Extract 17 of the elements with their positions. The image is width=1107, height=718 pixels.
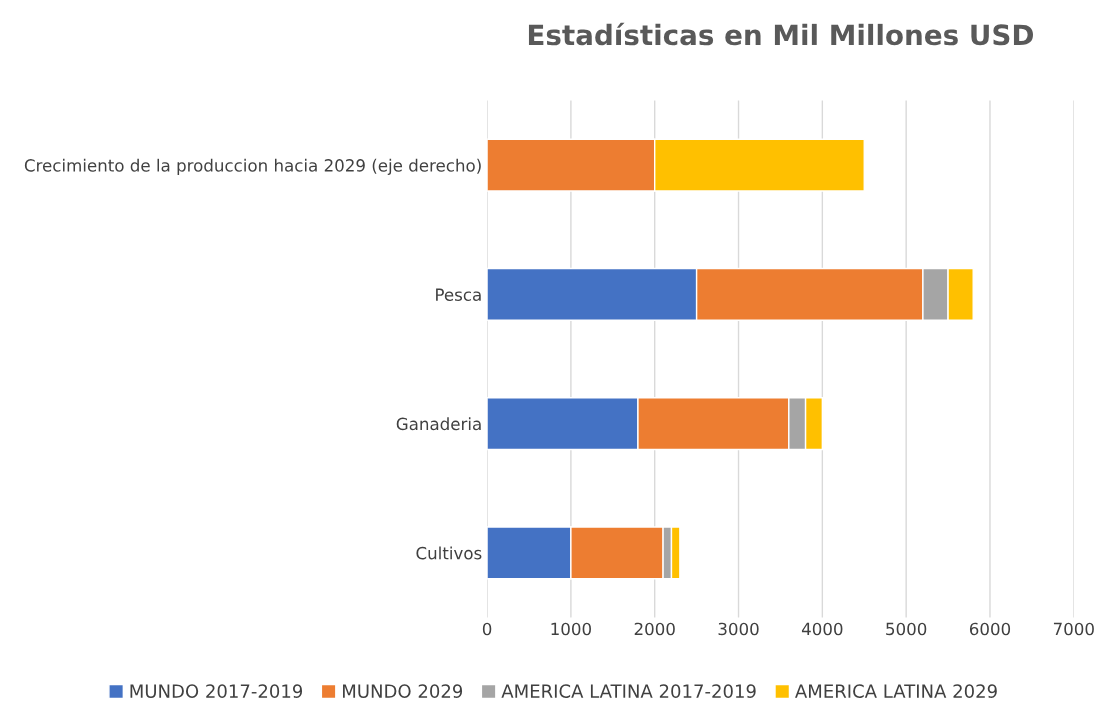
legend-label: AMERICA LATINA 2029	[795, 684, 997, 698]
chart-title: Estadísticas en Mil Millones USD	[528, 22, 1034, 46]
y-tick-label: Ganaderia	[396, 417, 481, 431]
y-tick-label: Crecimiento de la produccion hacia 2029 (eje derecho)	[24, 158, 481, 175]
x-tick-label: 4000	[801, 622, 843, 636]
x-tick-label: 5000	[886, 622, 927, 636]
legend-label: MUNDO 2029	[343, 684, 463, 698]
y-tick-label: Pesca	[436, 288, 481, 301]
x-tick-label: 3000	[718, 622, 759, 636]
x-tick-label: 7000	[1053, 622, 1094, 636]
legend-label: AMERICA LATINA 2017-2019	[501, 684, 756, 698]
y-tick-label: Cultivos	[416, 546, 482, 560]
x-tick-label: 6000	[969, 622, 1011, 636]
x-tick-label: 2000	[634, 622, 675, 636]
x-tick-label: 0	[482, 622, 492, 636]
x-tick-label: 1000	[551, 622, 591, 636]
legend-label: MUNDO 2017-2019	[130, 684, 303, 698]
